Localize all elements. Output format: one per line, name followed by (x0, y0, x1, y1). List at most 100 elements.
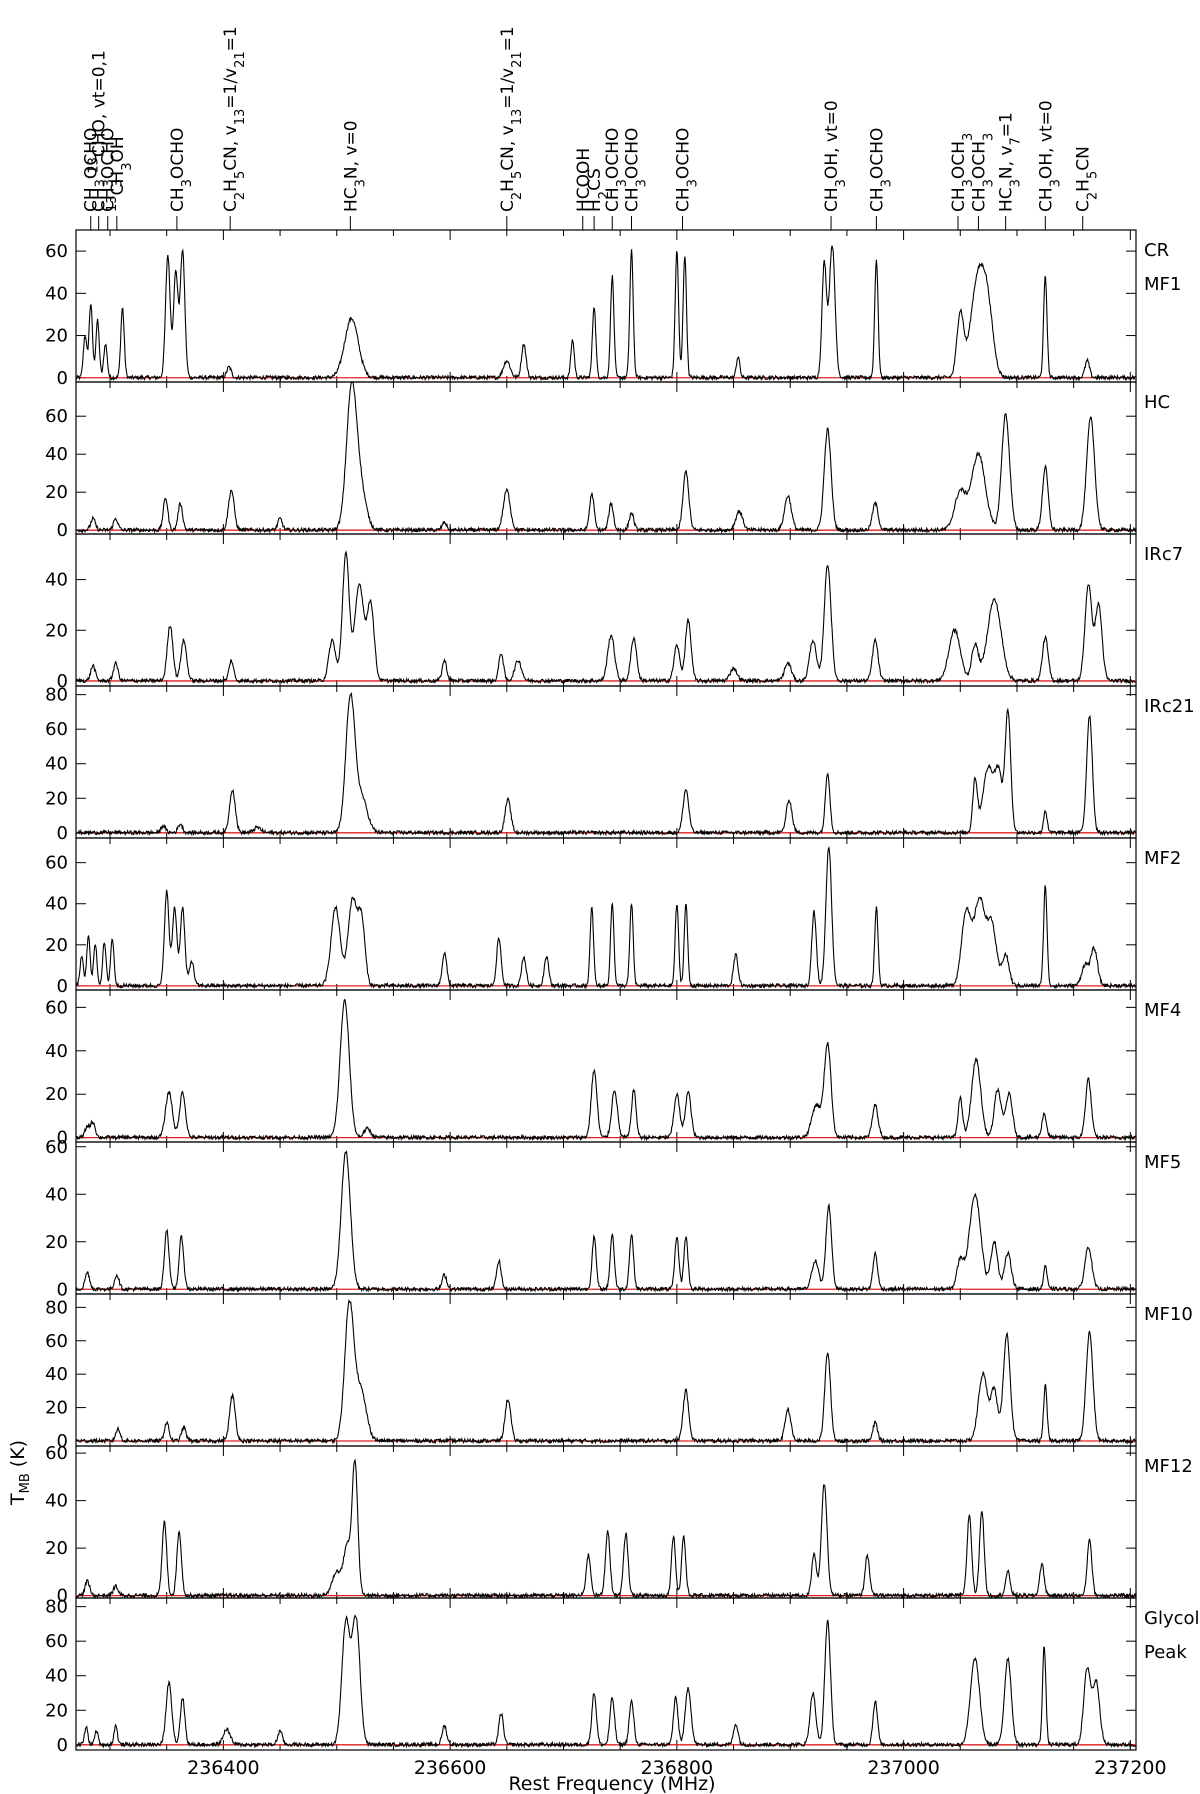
spectrum-panel: 0 20 40 60 MF5 (45, 1137, 1181, 1301)
line-label: HC3N, v7=1 (997, 112, 1024, 212)
spectrum-trace (75, 245, 1136, 382)
y-axis-label: TMB (K) (7, 1440, 33, 1506)
y-tick-label: 60 (45, 1443, 68, 1464)
y-tick-label: 60 (45, 719, 68, 740)
spectrum-trace (75, 846, 1137, 990)
y-tick-label: 20 (45, 1084, 68, 1105)
y-tick-label: 60 (45, 406, 68, 427)
panel-label: MF5 (1144, 1152, 1181, 1173)
panel-frame (75, 1445, 1137, 1599)
line-label: HC3N, v=0 (341, 120, 368, 212)
line-label: CH3OCH3 (949, 133, 976, 212)
spectrum-trace (75, 1458, 1137, 1600)
line-label: C2H5CN (1074, 146, 1101, 212)
panel-label: IRc21 (1144, 696, 1195, 717)
svg-text:TMB (K): TMB (K) (7, 1440, 33, 1506)
y-tick-label: 20 (45, 620, 68, 641)
panel-label: MF2 (1144, 848, 1181, 869)
panel-label: MF12 (1144, 1456, 1193, 1477)
y-axis-label-main: T (7, 1493, 29, 1506)
y-tick-label: 60 (45, 241, 68, 262)
y-tick-label: 40 (45, 1491, 68, 1512)
spectrum-trace (75, 998, 1137, 1142)
y-tick-label: 0 (57, 976, 68, 997)
y-tick-label: 20 (45, 482, 68, 503)
x-tick-label: 237000 (867, 1757, 940, 1779)
spectrum-panel: 0 20 40 60 MF12 (45, 1443, 1193, 1607)
y-tick-label: 0 (57, 1279, 68, 1300)
y-tick-label: 0 (57, 1431, 68, 1452)
y-tick-label: 40 (45, 754, 68, 775)
y-tick-label: 40 (45, 894, 68, 915)
spectrum-trace (75, 1149, 1137, 1293)
y-tick-label: 0 (57, 368, 68, 389)
spectrum-panel: 0 20 40 60 CR MF1 (45, 229, 1181, 389)
x-axis-label: Rest Frequency (MHz) (508, 1773, 715, 1794)
y-tick-label: 40 (45, 1666, 68, 1687)
line-label: CH3OCHO (168, 128, 195, 212)
x-tick-label: 236600 (414, 1757, 487, 1779)
panel-frame (75, 1597, 1137, 1751)
panel-label: Glycol (1144, 1608, 1200, 1629)
y-tick-label: 20 (45, 1538, 68, 1559)
spectrum-trace (75, 380, 1137, 535)
panel-label: MF4 (1144, 1000, 1181, 1021)
panel-frame (75, 229, 1137, 383)
panel-label: MF10 (1144, 1304, 1193, 1325)
y-tick-label: 20 (45, 935, 68, 956)
y-tick-label: 80 (45, 685, 68, 706)
spectrum-panel: 0 20 40 60 MF2 (45, 837, 1181, 997)
y-tick-label: 20 (45, 1398, 68, 1419)
y-tick-label: 20 (45, 1232, 68, 1253)
y-tick-label: 0 (57, 823, 68, 844)
line-label: CH3OCHO (623, 128, 650, 212)
y-tick-label: 40 (45, 1364, 68, 1385)
line-label: HCOOH (574, 148, 594, 212)
spectrum-panel: 0 20 40 60 MF4 (45, 989, 1181, 1149)
y-tick-label: 40 (45, 444, 68, 465)
panel-label: Peak (1144, 1642, 1187, 1663)
y-tick-label: 60 (45, 997, 68, 1018)
line-label: CH3OH, vt=0 (822, 100, 849, 212)
line-label: CH3OCHO (603, 128, 630, 212)
line-label: CH3 13CHO, vt=0,1 (86, 50, 116, 212)
y-axis-label-unit: (K) (7, 1440, 29, 1473)
y-tick-label: 0 (57, 671, 68, 692)
panel-label: IRc7 (1144, 544, 1183, 565)
y-tick-label: 0 (57, 1586, 68, 1607)
line-label: C2H5CN, v13=1/v21=1 (498, 26, 525, 212)
line-label: C2H5CN, v13=1/v21=1 (221, 26, 248, 212)
line-label: CH3OCHO (82, 128, 109, 212)
panel-frame (75, 989, 1137, 1143)
y-tick-label: 40 (45, 570, 68, 591)
y-tick-label: 80 (45, 1297, 68, 1318)
spectrum-panels: 0 20 40 60 CR MF10 20 40 60 HC 0 20 40 IRc7 0 20 40 60 80 I… (45, 229, 1200, 1756)
spectrum-trace (75, 691, 1137, 837)
panel-frame (75, 1293, 1137, 1447)
panel-label: CR (1144, 240, 1169, 261)
y-tick-label: 80 (45, 1597, 68, 1618)
y-tick-label: 0 (57, 1735, 68, 1756)
panel-label: HC (1144, 392, 1170, 413)
spectrum-panel: 0 20 40 60 HC (45, 380, 1170, 541)
line-label: CH3OCHO (99, 128, 126, 212)
y-tick-label: 0 (57, 520, 68, 541)
y-tick-label: 60 (45, 853, 68, 874)
x-axis: 236400 236600 236800 237000 237200 (187, 1757, 1166, 1779)
x-tick-label: 237200 (1094, 1757, 1167, 1779)
spectrum-panel: 0 20 40 60 80 IRc21 (45, 685, 1195, 844)
spectrum-panel: 0 20 40 IRc7 (45, 533, 1183, 692)
y-tick-label: 40 (45, 283, 68, 304)
x-tick-label: 236400 (187, 1757, 260, 1779)
y-tick-label: 60 (45, 1137, 68, 1158)
line-label: 13CH3OH (104, 136, 134, 212)
y-tick-label: 60 (45, 1331, 68, 1352)
y-tick-label: 40 (45, 1041, 68, 1062)
spectrum-panel: 0 20 40 60 80 Glycol Peak (45, 1597, 1199, 1756)
line-label: CH3OCHO (674, 128, 701, 212)
line-label: CH3OCHO (867, 128, 894, 212)
y-tick-label: 20 (45, 326, 68, 347)
x-tick-label: 236800 (641, 1757, 714, 1779)
